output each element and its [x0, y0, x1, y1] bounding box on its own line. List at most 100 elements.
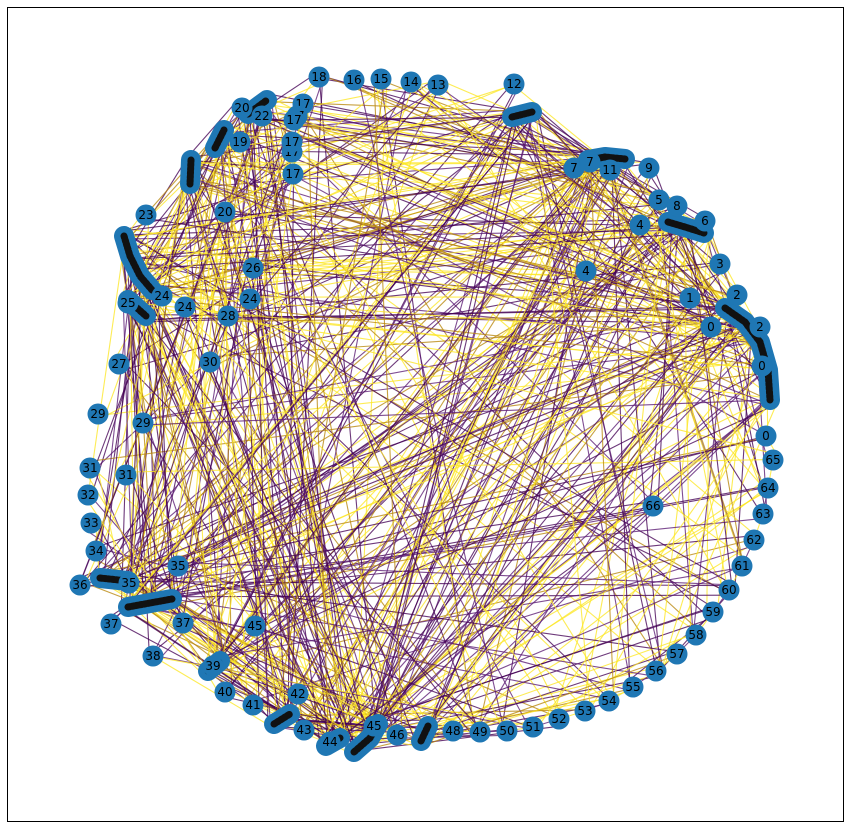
graph-edge	[121, 222, 686, 614]
graph-edge	[254, 84, 435, 299]
graph-edge	[423, 317, 746, 731]
graph-edge	[147, 311, 722, 420]
graph-edge	[86, 116, 292, 580]
node-label: 1	[686, 291, 694, 305]
graph-node-54: 54	[598, 690, 620, 712]
graph-edge	[323, 76, 603, 155]
node-circle	[629, 214, 651, 236]
graph-edge	[442, 89, 638, 227]
node-label: 7	[586, 155, 594, 169]
graph-node-19: 19	[229, 131, 251, 153]
node-label: 26	[245, 261, 260, 275]
node-label: 19	[232, 135, 247, 149]
graph-edge	[382, 295, 696, 718]
graph-edge	[102, 337, 764, 416]
node-label: 65	[765, 453, 780, 467]
node-label: 24	[177, 300, 192, 314]
node-label: 23	[138, 208, 153, 222]
graph-edge	[539, 393, 776, 725]
graph-edge	[417, 84, 706, 335]
graph-edge	[278, 295, 740, 718]
node-label: 16	[346, 73, 361, 87]
graph-edge	[138, 87, 437, 281]
graph-node-44: 44	[319, 731, 341, 753]
graph-edge	[734, 328, 753, 585]
graph-edge	[208, 404, 776, 665]
graph-edge	[188, 101, 238, 156]
graph-edge	[170, 129, 219, 600]
graph-edge	[96, 150, 604, 579]
node-label: 46	[389, 728, 404, 742]
graph-edge	[214, 111, 513, 150]
graph-edge	[288, 178, 615, 702]
node-circle	[702, 601, 724, 623]
graph-edge	[507, 80, 600, 157]
node-circle	[642, 495, 664, 517]
graph-node-59: 59	[702, 601, 724, 623]
graph-edge	[79, 97, 271, 583]
graph-node-17e: 17	[283, 109, 305, 131]
node-circle	[752, 503, 774, 525]
graph-edge	[211, 159, 620, 368]
graph-edge	[252, 268, 584, 276]
graph-edge	[357, 263, 593, 749]
node-circle	[522, 716, 544, 738]
graph-edge	[130, 603, 207, 679]
node-label: 18	[311, 70, 326, 84]
node-label: 42	[290, 687, 305, 701]
node-label: 54	[601, 694, 616, 708]
edge-layer	[73, 72, 779, 759]
graph-edge	[129, 228, 755, 340]
node-circle	[442, 720, 464, 742]
graph-edge	[250, 166, 592, 709]
node-label: 55	[625, 680, 640, 694]
graph-edge	[124, 358, 228, 661]
graph-edge	[124, 296, 335, 743]
node-circle	[79, 457, 101, 479]
node-circle	[363, 715, 385, 737]
node-circle	[85, 540, 107, 562]
graph-edge	[241, 111, 665, 204]
node-label: 44	[322, 735, 337, 749]
graph-edge	[286, 238, 708, 722]
graph-edge	[375, 322, 748, 726]
node-label: 6	[701, 214, 709, 228]
graph-edge	[223, 213, 669, 227]
graph-node-14: 14	[400, 71, 422, 93]
graph-edge	[95, 162, 609, 422]
graph-edge	[131, 517, 764, 584]
node-circle	[638, 157, 660, 179]
graph-node-2b: 2	[749, 316, 771, 338]
node-label: 12	[506, 77, 521, 91]
graph-node-35b: 35	[167, 555, 189, 577]
node-label: 20	[234, 101, 249, 115]
node-label: 13	[430, 78, 445, 92]
graph-edge	[255, 110, 592, 161]
graph-edge	[661, 403, 778, 671]
graph-edge	[306, 103, 330, 743]
graph-edge	[318, 73, 684, 209]
graph-edge	[121, 299, 372, 734]
graph-node-39: 39	[202, 655, 224, 677]
graph-edge	[83, 469, 220, 695]
node-label: 34	[88, 544, 103, 558]
node-label: 43	[296, 723, 311, 737]
graph-edge	[416, 82, 670, 217]
graph-edge	[287, 175, 295, 713]
node-label: 62	[746, 533, 761, 547]
node-label: 17	[286, 113, 301, 127]
node-circle	[718, 579, 740, 601]
graph-node-32: 32	[77, 484, 99, 506]
graph-edge	[203, 671, 456, 729]
graph-edge	[356, 481, 765, 758]
graph-edge	[103, 436, 769, 573]
graph-node-29b: 29	[132, 412, 154, 434]
graph-node-35a: 35	[118, 572, 140, 594]
graph-node-1: 1	[679, 287, 701, 309]
node-circle	[496, 720, 518, 742]
node-circle	[648, 189, 670, 211]
node-label: 22	[254, 109, 269, 123]
graph-node-0a: 0	[700, 316, 722, 338]
node-label: 17	[285, 167, 300, 181]
node-circle	[751, 355, 773, 377]
